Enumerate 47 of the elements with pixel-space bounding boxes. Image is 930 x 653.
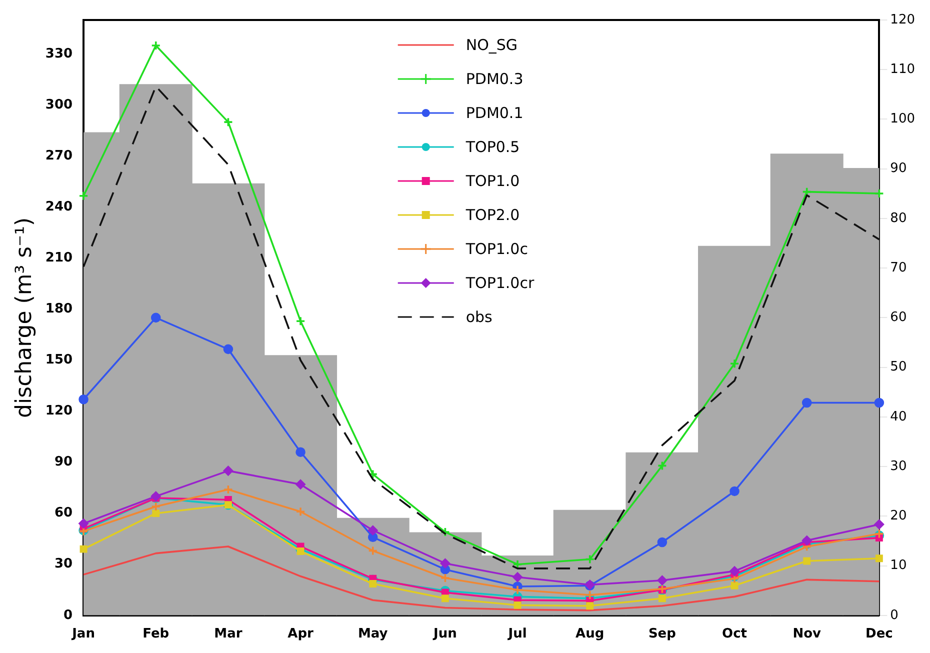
y-tick-label: 30 xyxy=(54,556,73,572)
y-tick-label: 0 xyxy=(63,608,73,623)
y2-tick-label: 0 xyxy=(890,608,898,623)
x-tick-label: Jul xyxy=(507,626,527,642)
legend-label: TOP1.0c xyxy=(466,240,528,258)
y-tick-label: 300 xyxy=(45,97,73,112)
legend-label: obs xyxy=(466,308,492,326)
legend-label: PDM0.1 xyxy=(466,104,524,122)
x-tick-label: Dec xyxy=(866,626,893,642)
x-tick-label: Feb xyxy=(142,626,170,642)
y2-tick-label: 100 xyxy=(890,112,916,127)
y2-tick-label: 20 xyxy=(890,508,907,524)
y-tick-label: 210 xyxy=(45,250,73,266)
x-tick-label: Jun xyxy=(432,626,457,642)
x-tick-label: Sep xyxy=(648,626,676,642)
y-tick-label: 330 xyxy=(45,46,73,62)
y-tick-label: 90 xyxy=(54,454,73,470)
y2-tick-label: 80 xyxy=(890,210,907,226)
y2-tick-label: 40 xyxy=(890,409,907,424)
y-axis-title: discharge (m³ s⁻¹) xyxy=(12,217,37,418)
x-tick-label: Aug xyxy=(576,626,604,642)
legend-label: TOP1.0cr xyxy=(466,274,534,292)
x-tick-label: Mar xyxy=(214,626,243,642)
x-tick-label: Jan xyxy=(71,626,95,642)
y-tick-label: 180 xyxy=(45,302,73,317)
x-tick-label: Apr xyxy=(288,626,314,642)
y2-tick-label: 60 xyxy=(890,310,907,326)
x-tick-label: Nov xyxy=(792,626,822,642)
y2-tick-label: 50 xyxy=(890,360,907,375)
x-tick-label: Oct xyxy=(722,626,748,642)
y2-tick-label: 90 xyxy=(890,161,907,176)
x-tick-label: May xyxy=(358,626,388,642)
y-tick-label: 60 xyxy=(54,506,73,521)
y-tick-label: 150 xyxy=(45,352,73,368)
y2-tick-label: 30 xyxy=(890,458,907,474)
legend-label: TOP1.0 xyxy=(466,172,520,190)
y2-tick-label: 110 xyxy=(890,62,916,77)
legend-label: NO_SG xyxy=(466,36,518,54)
y-tick-label: 120 xyxy=(45,404,73,419)
legend-label: TOP2.0 xyxy=(466,206,520,224)
y-tick-label: 270 xyxy=(45,148,73,164)
y2-tick-label: 120 xyxy=(890,12,916,28)
y-tick-label: 240 xyxy=(45,200,73,214)
legend-label: TOP0.5 xyxy=(466,138,520,156)
y2-tick-label: 10 xyxy=(890,558,907,574)
y2-tick-label: 70 xyxy=(890,260,907,276)
legend-label: PDM0.3 xyxy=(466,70,524,88)
